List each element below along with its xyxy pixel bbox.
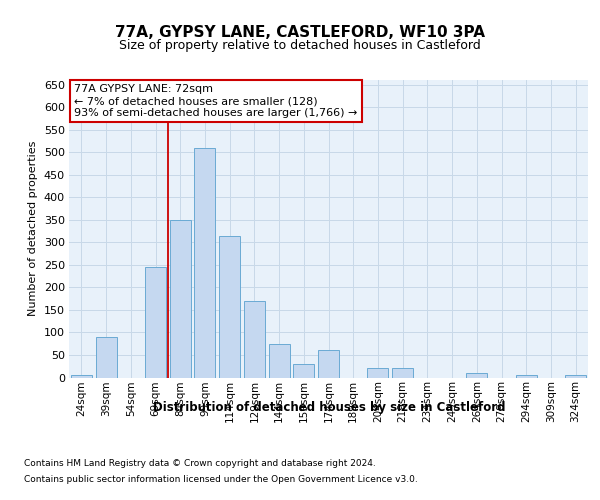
Bar <box>367 368 388 378</box>
Bar <box>219 236 240 378</box>
Bar <box>392 368 413 378</box>
Y-axis label: Number of detached properties: Number of detached properties <box>28 141 38 316</box>
Bar <box>244 301 265 378</box>
Text: 77A, GYPSY LANE, CASTLEFORD, WF10 3PA: 77A, GYPSY LANE, CASTLEFORD, WF10 3PA <box>115 25 485 40</box>
Bar <box>71 375 92 378</box>
Text: 77A GYPSY LANE: 72sqm
← 7% of detached houses are smaller (128)
93% of semi-deta: 77A GYPSY LANE: 72sqm ← 7% of detached h… <box>74 84 358 117</box>
Bar <box>95 337 116 378</box>
Bar <box>145 267 166 378</box>
Bar <box>516 375 537 378</box>
Bar <box>318 350 339 378</box>
Text: Contains public sector information licensed under the Open Government Licence v3: Contains public sector information licen… <box>24 474 418 484</box>
Bar <box>293 364 314 378</box>
Bar <box>565 375 586 378</box>
Bar <box>269 344 290 378</box>
Text: Distribution of detached houses by size in Castleford: Distribution of detached houses by size … <box>152 401 505 414</box>
Bar <box>466 373 487 378</box>
Bar <box>170 220 191 378</box>
Text: Contains HM Land Registry data © Crown copyright and database right 2024.: Contains HM Land Registry data © Crown c… <box>24 460 376 468</box>
Bar <box>194 148 215 378</box>
Text: Size of property relative to detached houses in Castleford: Size of property relative to detached ho… <box>119 40 481 52</box>
